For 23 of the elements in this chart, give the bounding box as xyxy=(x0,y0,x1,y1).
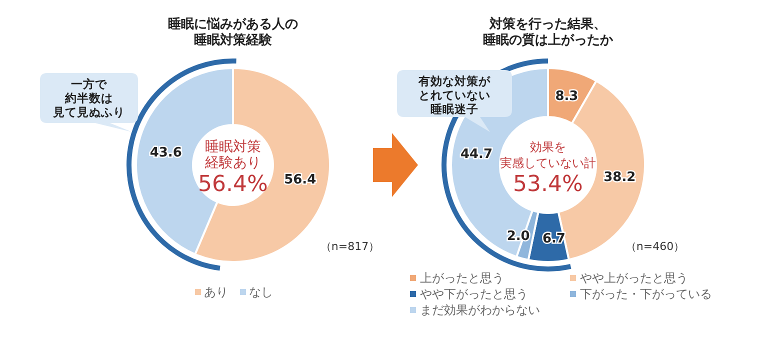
text: 一方で約半数は見て見ぬふり xyxy=(52,77,125,119)
legend-label: やや上がったと思う xyxy=(580,271,688,285)
legend-label: なし xyxy=(249,285,273,299)
data-label: 56.4 xyxy=(284,172,316,188)
text: 有効な対策がとれていない睡眠迷子 xyxy=(418,74,492,116)
data-label: 38.2 xyxy=(604,170,636,186)
legend-label: あり xyxy=(204,285,228,299)
text: 効果を実感していない計 xyxy=(500,140,596,170)
legend-label: 上がったと思う xyxy=(420,271,504,285)
data-label: 44.7 xyxy=(460,147,493,162)
chart-title: 睡眠に悩みがある人の睡眠対策経験 xyxy=(168,16,298,48)
text: （n=817） xyxy=(320,240,380,253)
text: 56.4% xyxy=(198,172,268,197)
text: 53.4% xyxy=(513,172,583,197)
data-label: 2.0 xyxy=(506,228,530,244)
text: 睡眠対策経験あり xyxy=(204,139,261,171)
legend-label: 下がった・下がっている xyxy=(580,287,712,301)
data-label: 8.3 xyxy=(555,88,578,104)
legend-label: まだ効果がわからない xyxy=(420,303,540,317)
legend-label: やや下がったと思う xyxy=(420,287,528,301)
chart-title: 対策を行った結果、睡眠の質は上がったか xyxy=(483,16,614,48)
data-label: 43.6 xyxy=(150,145,182,160)
text: （n=460） xyxy=(625,240,685,253)
